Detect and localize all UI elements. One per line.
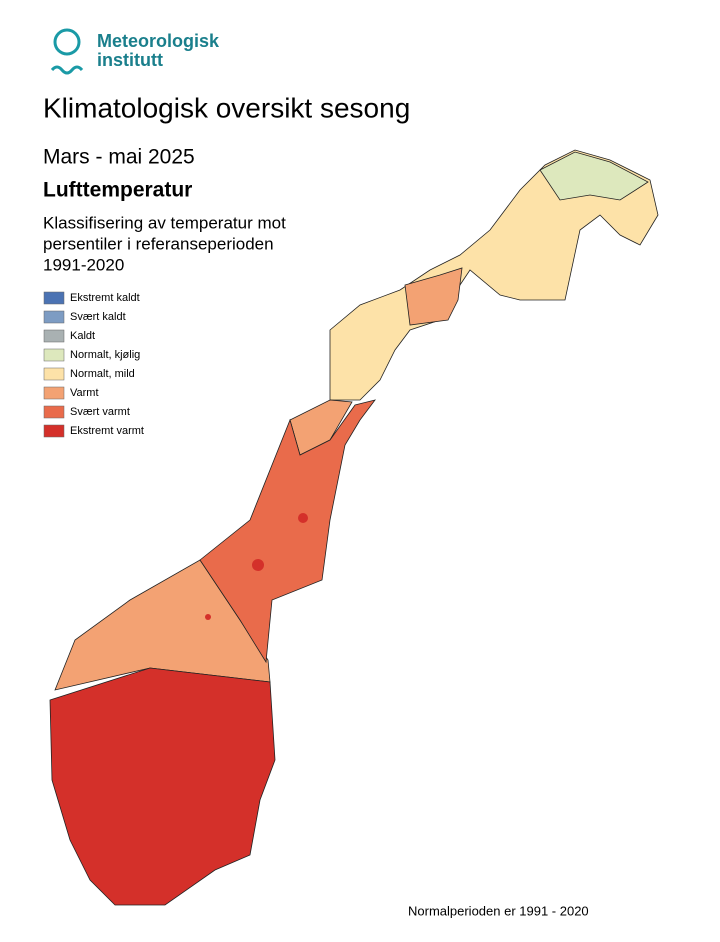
legend-swatch xyxy=(43,386,65,400)
map xyxy=(49,149,659,906)
legend-swatch xyxy=(43,367,65,381)
map-region xyxy=(404,267,463,326)
logo-text: Meteorologisk xyxy=(97,31,220,51)
period: Mars - mai 2025 xyxy=(43,146,195,169)
map-region xyxy=(539,151,649,201)
map-spot xyxy=(252,559,264,571)
map-region xyxy=(199,399,376,664)
legend-swatch xyxy=(43,329,65,343)
logo: Meteorologisk institutt xyxy=(50,28,220,75)
legend-label: Svært kaldt xyxy=(70,311,126,323)
map-spot xyxy=(205,614,211,620)
title: Klimatologisk oversikt sesong xyxy=(43,92,410,123)
map-spot xyxy=(298,513,308,523)
legend-label: Kaldt xyxy=(70,330,95,342)
logo-wave xyxy=(50,65,84,75)
legend-swatch xyxy=(43,424,65,438)
legend-label: Varmt xyxy=(70,387,99,399)
legend-swatch xyxy=(43,310,65,324)
legend-swatch xyxy=(43,405,65,419)
legend-swatch xyxy=(43,348,65,362)
legend-label: Normalt, kjølig xyxy=(70,349,140,361)
description: persentiler i referanseperioden xyxy=(43,234,274,253)
footnote: Normalperioden er 1991 - 2020 xyxy=(408,903,589,918)
map-region xyxy=(49,667,276,906)
description: 1991-2020 xyxy=(43,255,124,274)
legend-label: Ekstremt varmt xyxy=(70,425,144,437)
parameter: Lufttemperatur xyxy=(43,179,192,202)
logo-text: institutt xyxy=(97,50,163,70)
legend-label: Normalt, mild xyxy=(70,368,135,380)
legend-label: Ekstremt kaldt xyxy=(70,292,140,304)
map-region xyxy=(329,149,659,401)
description: Klassifisering av temperatur mot xyxy=(43,213,286,232)
legend-swatch xyxy=(43,291,65,305)
logo-sun xyxy=(53,28,81,56)
legend-label: Svært varmt xyxy=(70,406,130,418)
legend: Ekstremt kaldt Svært kaldt Kaldt Normalt, k… xyxy=(43,291,144,438)
